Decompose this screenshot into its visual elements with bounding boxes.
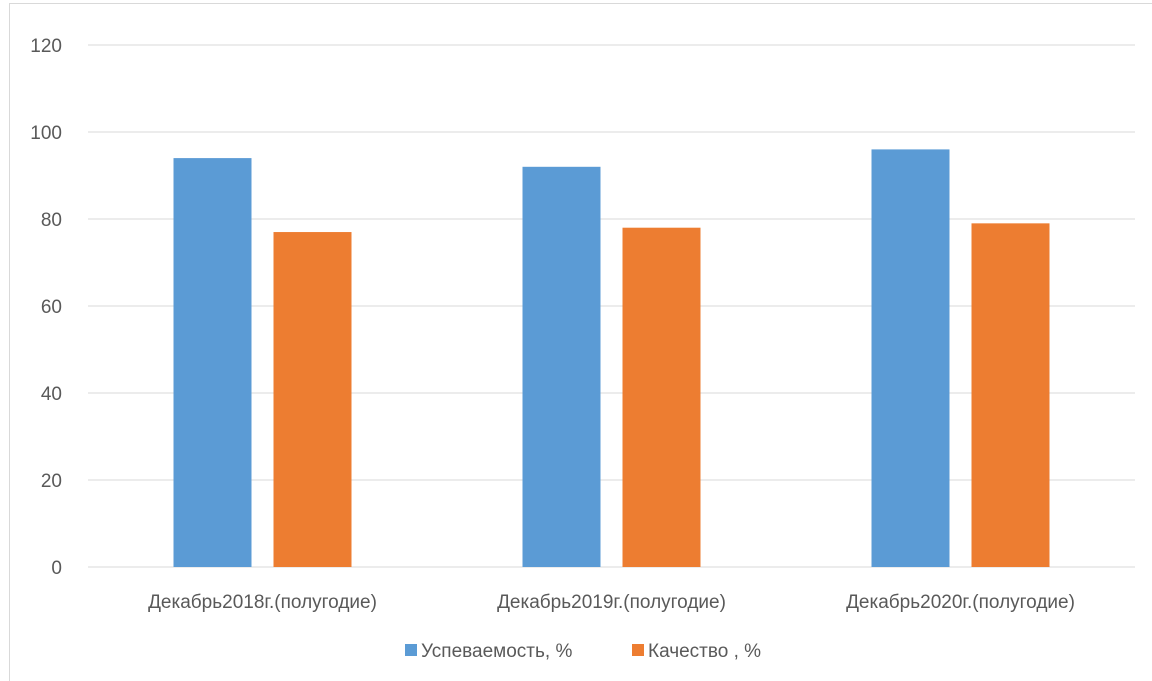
legend-label: Успеваемость, % — [421, 641, 572, 662]
x-category-label: Декабрь2019г.(полугодие) — [497, 592, 726, 613]
x-category-label: Декабрь2018г.(полугодие) — [148, 592, 377, 613]
bar-kachestvo-3 — [971, 223, 1050, 567]
bar-uspevaemost-2 — [522, 166, 601, 568]
gridlines — [88, 44, 1135, 568]
bar-uspevaemost-3 — [871, 149, 950, 567]
bar-uspevaemost-1 — [173, 158, 252, 567]
legend-label: Качество , % — [648, 641, 761, 662]
legend-swatch — [405, 644, 417, 656]
y-tick-label: 100 — [30, 123, 62, 144]
legend-swatch — [632, 644, 644, 656]
y-tick-label: 20 — [41, 471, 62, 492]
y-tick-label: 60 — [41, 297, 62, 318]
x-axis-categories: Декабрь2018г.(полугодие) Декабрь2019г.(по… — [148, 592, 1075, 613]
y-tick-label: 40 — [41, 384, 62, 405]
bars — [173, 149, 1050, 568]
legend: Успеваемость, % Качество , % — [405, 641, 761, 662]
y-tick-label: 120 — [30, 36, 62, 57]
y-tick-label: 0 — [51, 558, 62, 579]
x-category-label: Декабрь2020г.(полугодие) — [846, 592, 1075, 613]
y-axis-ticks: 0 20 40 60 80 100 120 — [30, 36, 62, 579]
bar-kachestvo-2 — [622, 227, 701, 567]
bar-kachestvo-1 — [273, 232, 352, 568]
y-tick-label: 80 — [41, 210, 62, 231]
